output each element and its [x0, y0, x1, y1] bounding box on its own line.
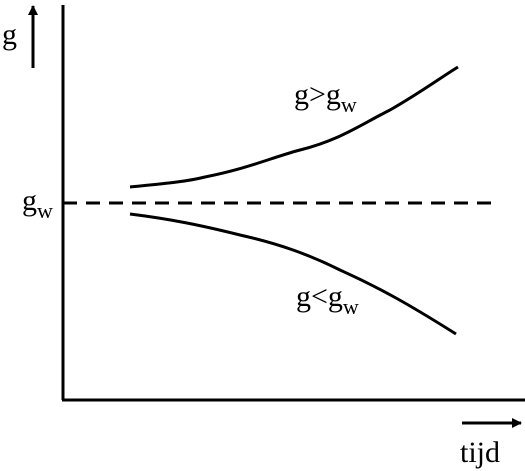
label-main: g>g	[294, 78, 341, 111]
reference-label: gw	[22, 184, 53, 223]
curve-above	[129, 65, 459, 189]
curve-label: g<gw	[296, 280, 359, 319]
y-axis-label: g	[2, 18, 17, 51]
x-axis-label: tijd	[460, 436, 500, 469]
label-sub: w	[341, 92, 357, 117]
label-sub: w	[37, 198, 53, 223]
label-main: g	[22, 184, 37, 217]
label-sub: w	[343, 294, 359, 319]
label-main: g<g	[296, 280, 343, 313]
curve-label: g>gw	[294, 78, 357, 117]
curve-below	[129, 212, 457, 336]
